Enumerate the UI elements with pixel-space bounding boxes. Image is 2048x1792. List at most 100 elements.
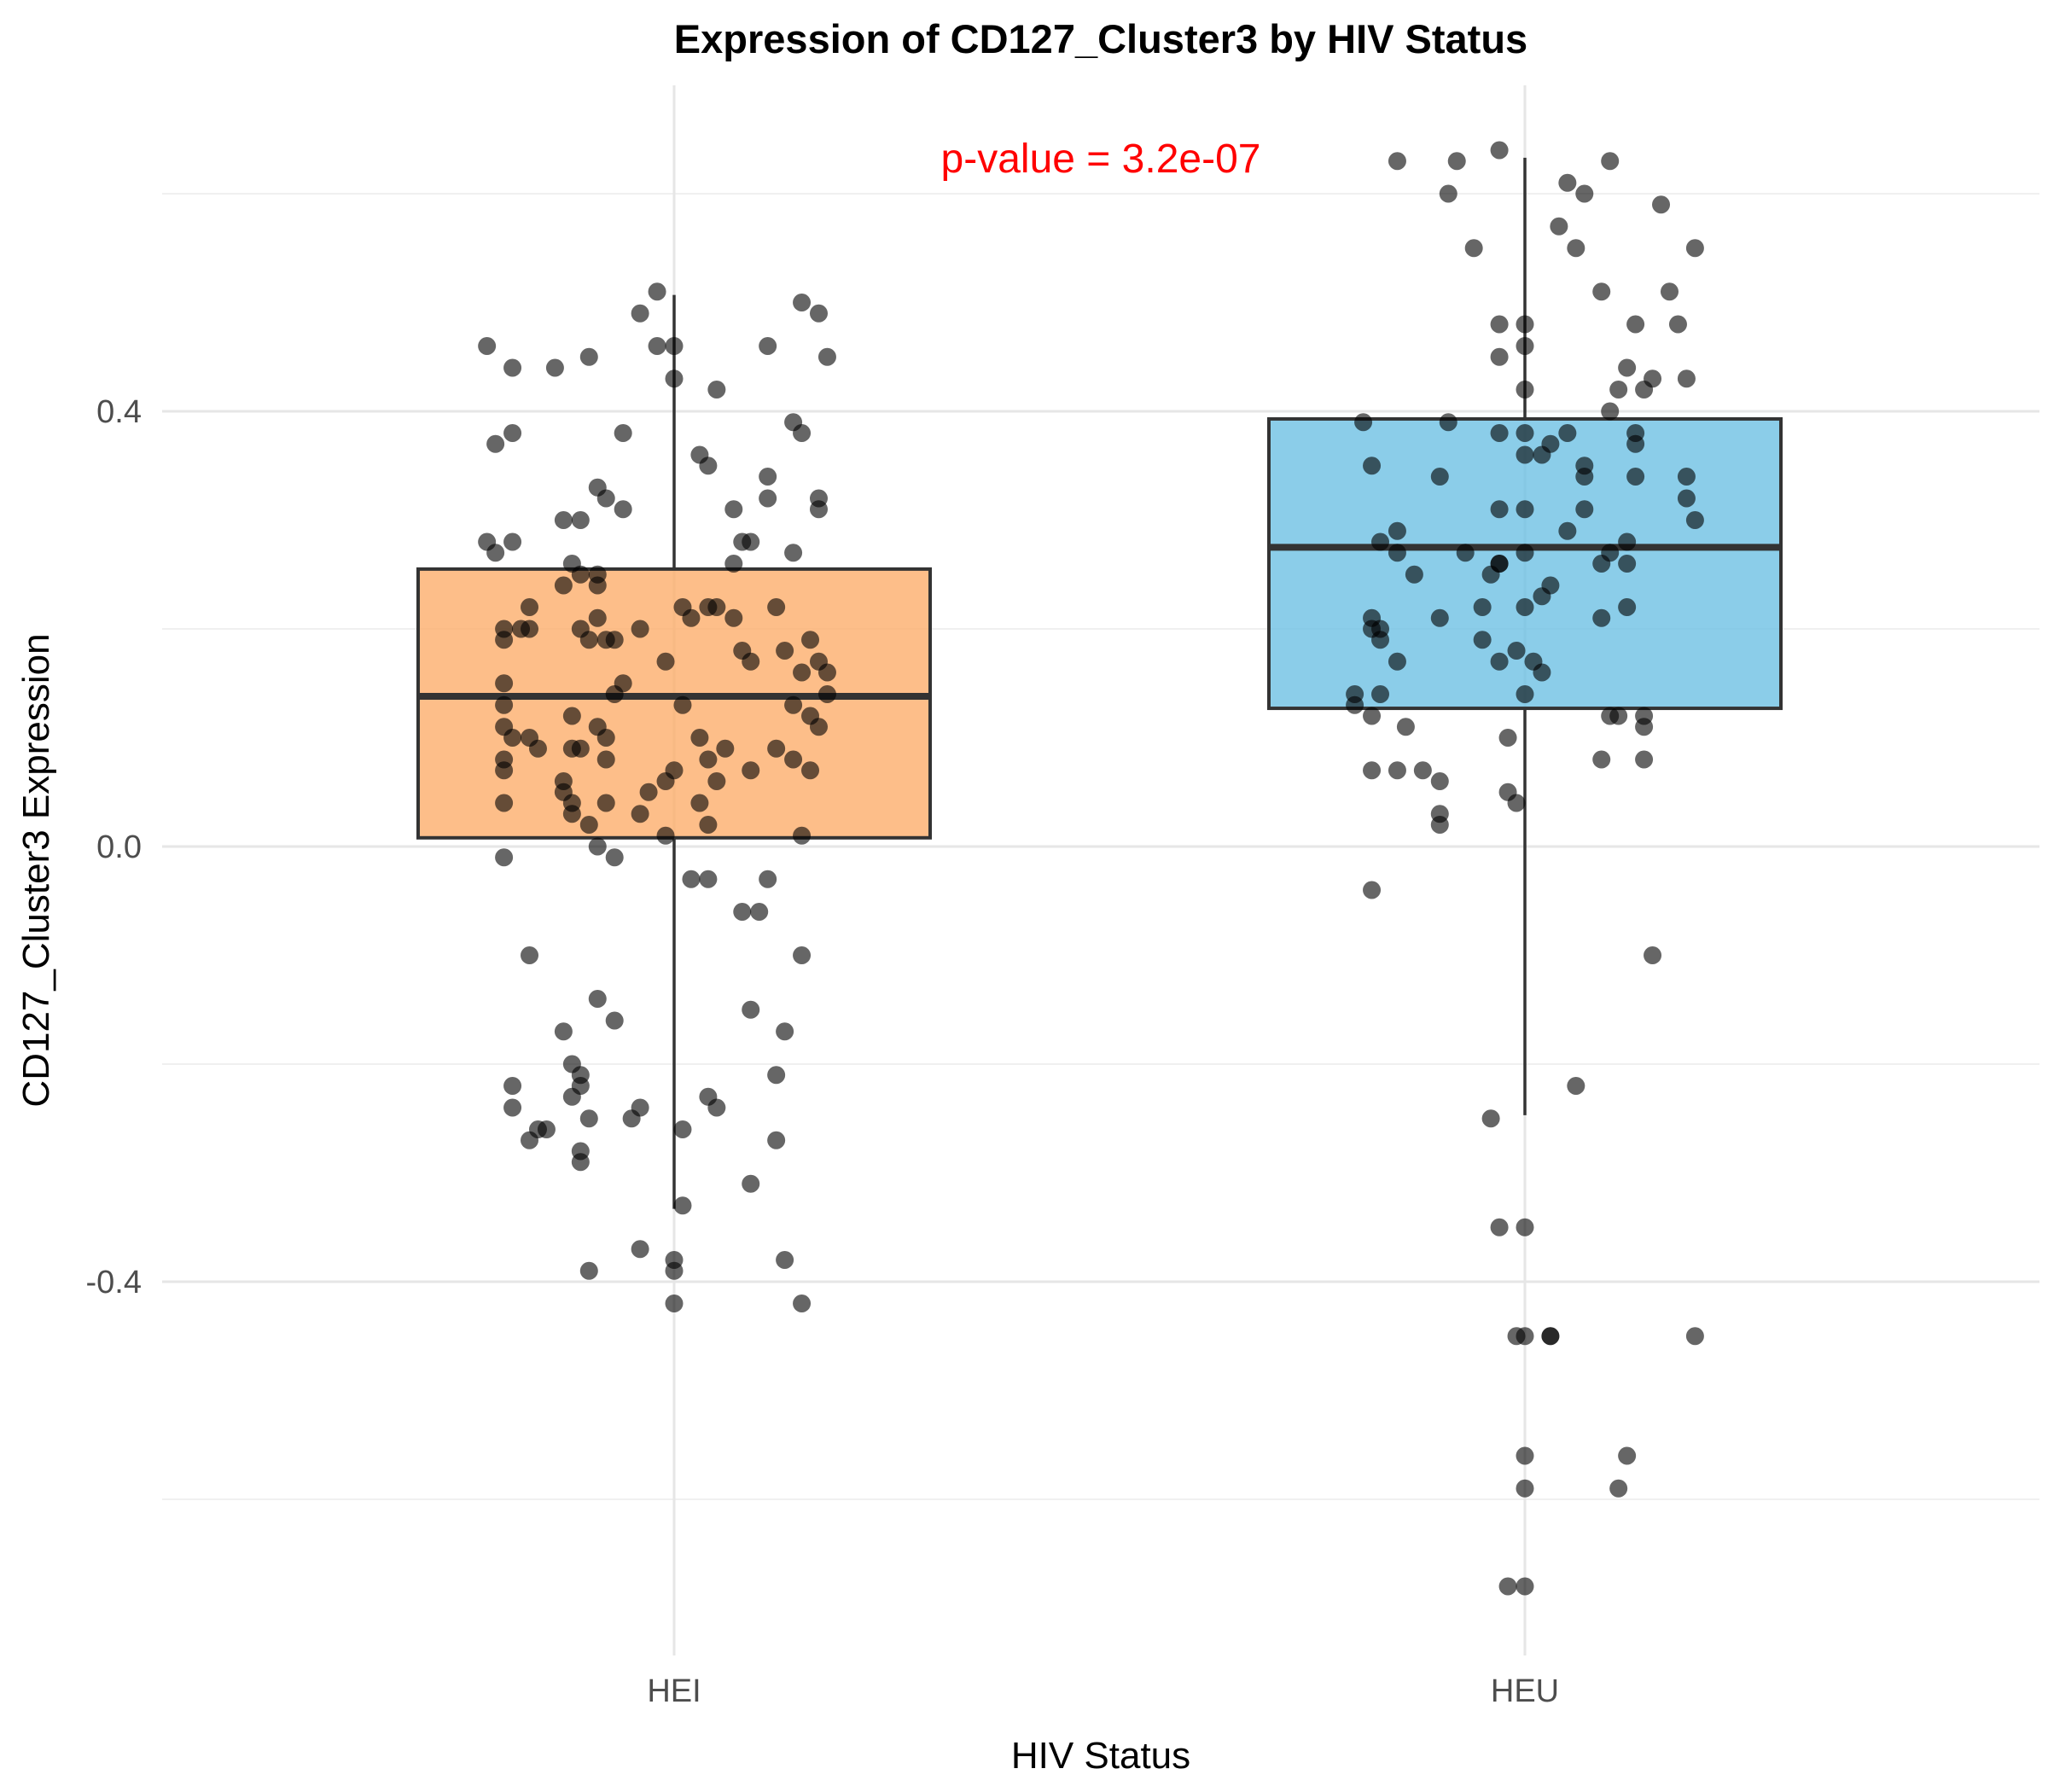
data-point-hei — [588, 576, 607, 595]
data-point-heu — [1685, 1327, 1704, 1346]
data-point-hei — [784, 544, 803, 562]
data-points — [478, 141, 1704, 1596]
y-axis-title: CD127_Cluster3 Expression — [15, 633, 57, 1107]
data-point-heu — [1626, 434, 1645, 453]
data-point-hei — [503, 1077, 522, 1095]
data-point-hei — [759, 468, 777, 486]
data-point-heu — [1635, 381, 1654, 399]
data-point-hei — [562, 1087, 581, 1106]
data-point-heu — [1685, 511, 1704, 529]
data-point-hei — [707, 598, 726, 616]
data-point-hei — [656, 772, 675, 790]
data-point-heu — [1575, 184, 1594, 203]
data-point-hei — [817, 663, 836, 682]
data-point-heu — [1516, 500, 1534, 519]
data-point-hei — [793, 294, 812, 311]
data-point-heu — [1371, 532, 1390, 551]
data-point-heu — [1677, 489, 1696, 508]
data-point-heu — [1363, 707, 1382, 725]
data-point-heu — [1668, 315, 1687, 334]
data-point-heu — [1592, 555, 1611, 573]
data-point-hei — [614, 424, 632, 442]
data-point-hei — [665, 337, 684, 355]
data-point-hei — [656, 826, 675, 845]
data-point-heu — [1533, 663, 1551, 682]
data-point-heu — [1516, 424, 1534, 442]
data-point-heu — [1550, 217, 1568, 236]
data-point-hei — [588, 990, 607, 1008]
x-tick-label: HEI — [647, 1673, 701, 1709]
data-point-hei — [793, 424, 812, 442]
data-point-heu — [1363, 620, 1382, 638]
data-point-hei — [690, 729, 709, 747]
data-point-hei — [699, 870, 718, 888]
data-point-hei — [631, 304, 649, 323]
data-point-heu — [1575, 500, 1594, 519]
data-point-heu — [1533, 587, 1551, 606]
data-point-hei — [495, 674, 514, 693]
data-point-heu — [1456, 544, 1475, 562]
data-point-hei — [742, 761, 760, 780]
data-point-hei — [776, 1022, 794, 1041]
data-point-hei — [759, 489, 777, 508]
data-point-hei — [588, 608, 607, 627]
data-point-hei — [648, 337, 666, 355]
data-point-heu — [1516, 1327, 1534, 1346]
data-point-hei — [639, 783, 658, 801]
data-point-hei — [528, 1120, 547, 1138]
data-point-hei — [579, 1109, 598, 1128]
data-point-heu — [1516, 315, 1534, 334]
data-point-hei — [742, 652, 760, 671]
data-point-hei — [673, 695, 692, 714]
data-point-heu — [1516, 1446, 1534, 1465]
data-point-heu — [1558, 424, 1577, 442]
data-point-hei — [801, 631, 820, 649]
data-point-heu — [1490, 652, 1509, 671]
data-point-hei — [793, 1295, 812, 1312]
data-point-hei — [793, 663, 812, 682]
data-point-hei — [503, 532, 522, 551]
data-point-heu — [1439, 413, 1457, 432]
data-point-heu — [1618, 598, 1637, 616]
data-point-hei — [605, 848, 624, 867]
data-point-hei — [528, 739, 547, 758]
data-point-hei — [596, 750, 615, 769]
data-point-hei — [545, 358, 564, 377]
grid — [162, 85, 2039, 1655]
data-point-heu — [1541, 434, 1560, 453]
data-point-hei — [579, 816, 598, 834]
data-point-hei — [571, 511, 590, 529]
data-point-hei — [579, 631, 598, 649]
data-point-heu — [1490, 315, 1509, 334]
data-point-heu — [1685, 239, 1704, 258]
data-point-heu — [1635, 707, 1654, 725]
data-point-heu — [1609, 1479, 1628, 1498]
data-point-hei — [793, 826, 812, 845]
data-point-hei — [801, 761, 820, 780]
data-point-hei — [690, 794, 709, 812]
data-point-heu — [1346, 695, 1364, 714]
data-point-heu — [1490, 347, 1509, 366]
data-point-heu — [1677, 468, 1696, 486]
data-point-heu — [1601, 402, 1620, 421]
data-point-heu — [1567, 239, 1585, 258]
data-point-hei — [571, 565, 590, 584]
data-point-hei — [622, 1109, 641, 1128]
data-point-hei — [665, 1261, 684, 1280]
data-point-hei — [605, 631, 624, 649]
p-value-annotation: p-value = 3.2e-07 — [941, 137, 1261, 182]
data-point-hei — [614, 500, 632, 519]
data-point-hei — [631, 1240, 649, 1259]
data-point-hei — [631, 805, 649, 823]
data-point-heu — [1490, 424, 1509, 442]
data-point-heu — [1626, 315, 1645, 334]
data-point-heu — [1618, 532, 1637, 551]
x-tick-label: HEU — [1491, 1673, 1559, 1709]
data-point-hei — [707, 772, 726, 790]
data-point-heu — [1490, 500, 1509, 519]
data-point-hei — [817, 685, 836, 703]
data-point-heu — [1516, 1479, 1534, 1498]
data-point-hei — [665, 369, 684, 388]
data-point-hei — [699, 750, 718, 769]
data-point-heu — [1592, 750, 1611, 769]
